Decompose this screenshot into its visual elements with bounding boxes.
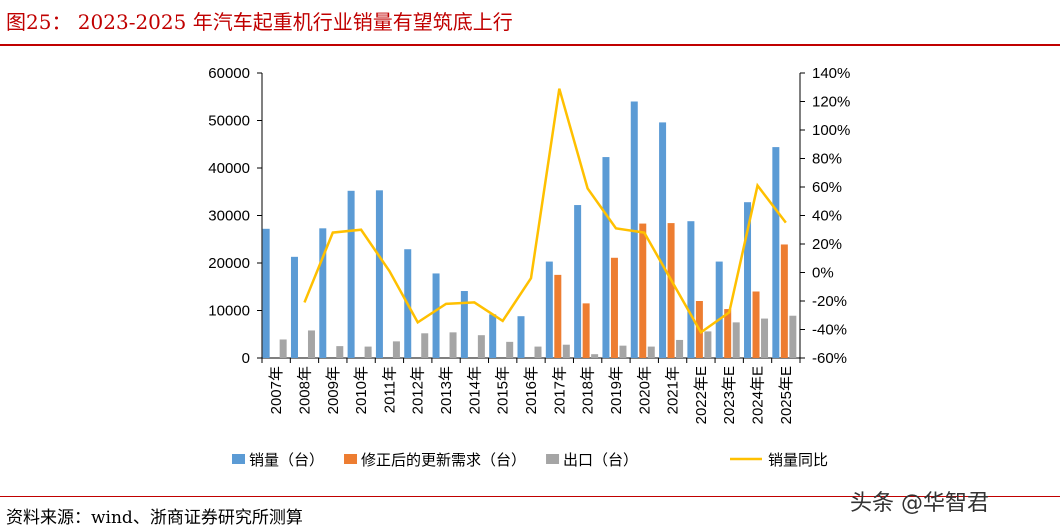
y-tick-label: 20000 xyxy=(208,255,250,272)
bar-sales xyxy=(659,122,667,359)
bar-renewal xyxy=(752,291,760,358)
y-tick-label: 60000 xyxy=(208,65,250,82)
bar-export xyxy=(307,330,315,358)
bar-export xyxy=(591,354,599,358)
y-tick-label: 10000 xyxy=(208,303,250,320)
bar-renewal xyxy=(639,223,647,358)
x-tick-label: 2021年 xyxy=(665,366,682,414)
y2-tick-label: 40% xyxy=(812,208,842,225)
legend-label: 出口（台） xyxy=(563,452,638,469)
watermark: 头条 @华智君 xyxy=(850,491,989,516)
y2-tick-label: 0% xyxy=(812,265,834,282)
x-tick-label: 2025年E xyxy=(778,366,795,424)
x-tick-label: 2018年 xyxy=(580,366,597,414)
bar-export xyxy=(732,322,740,358)
y2-tick-label: 60% xyxy=(812,179,842,196)
bar-export xyxy=(704,331,712,358)
bar-export xyxy=(336,346,344,358)
bar-export xyxy=(789,315,797,358)
bar-sales xyxy=(319,228,327,358)
x-tick-label: 2023年E xyxy=(721,366,738,424)
footer-rule xyxy=(0,496,1060,497)
bar-export xyxy=(761,318,769,358)
y-tick-label: 0 xyxy=(242,350,250,367)
bar-renewal xyxy=(667,223,675,358)
legend-swatch xyxy=(232,454,245,464)
x-tick-label: 2011年 xyxy=(381,366,398,413)
source-note: 资料来源：wind、浙商证券研究所测算 xyxy=(6,508,303,528)
bar-export xyxy=(562,344,570,358)
legend-swatch xyxy=(546,454,560,464)
bar-sales xyxy=(772,147,780,358)
bar-sales xyxy=(375,190,383,358)
y2-tick-label: -60% xyxy=(812,350,847,367)
line-yoy xyxy=(303,88,787,335)
bar-sales xyxy=(262,228,270,358)
bar-export xyxy=(534,346,542,358)
x-tick-label: 2009年 xyxy=(325,366,342,414)
bar-export xyxy=(619,345,627,358)
legend-label: 修正后的更新需求（台） xyxy=(361,452,526,469)
x-tick-label: 2020年 xyxy=(636,366,653,414)
bar-sales xyxy=(432,273,440,358)
bar-export xyxy=(364,346,372,358)
bar-sales xyxy=(489,314,497,358)
bar-sales xyxy=(545,261,553,358)
bar-export xyxy=(506,341,514,358)
bar-export xyxy=(449,332,457,358)
bar-sales xyxy=(574,205,582,358)
bar-sales xyxy=(744,202,752,358)
bar-export xyxy=(392,341,400,358)
y2-tick-label: -20% xyxy=(812,293,847,310)
bar-renewal xyxy=(780,244,788,358)
bar-sales xyxy=(687,221,695,358)
bar-sales xyxy=(602,157,610,358)
x-tick-label: 2019年 xyxy=(608,366,625,414)
title-rule xyxy=(0,44,1060,46)
bar-export xyxy=(477,335,485,358)
bar-sales xyxy=(715,261,723,358)
x-tick-label: 2008年 xyxy=(296,366,313,414)
x-tick-label: 2014年 xyxy=(466,366,483,414)
y2-tick-label: 80% xyxy=(812,151,842,168)
x-tick-label: 2022年E xyxy=(693,366,710,424)
y-tick-label: 50000 xyxy=(208,113,250,130)
y2-tick-label: -40% xyxy=(812,322,847,339)
x-tick-label: 2013年 xyxy=(438,366,455,414)
bar-renewal xyxy=(582,303,590,358)
y2-tick-label: 20% xyxy=(812,236,842,253)
x-tick-label: 2015年 xyxy=(495,366,512,414)
bar-renewal xyxy=(724,309,732,358)
bar-sales xyxy=(630,101,638,358)
bar-sales xyxy=(460,291,468,358)
y-tick-label: 40000 xyxy=(208,160,250,177)
bar-sales xyxy=(517,316,525,358)
y2-tick-label: 140% xyxy=(812,65,850,82)
x-tick-label: 2007年 xyxy=(268,366,285,414)
x-tick-label: 2012年 xyxy=(410,366,427,414)
bar-sales xyxy=(347,190,355,358)
x-tick-label: 2010年 xyxy=(353,366,370,414)
bar-renewal xyxy=(554,274,562,358)
bar-renewal xyxy=(610,257,618,358)
x-tick-label: 2017年 xyxy=(551,366,568,414)
x-tick-label: 2024年E xyxy=(750,366,767,424)
legend-label: 销量同比 xyxy=(768,452,828,469)
bar-export xyxy=(647,346,655,358)
bar-export xyxy=(676,339,684,358)
y2-tick-label: 120% xyxy=(812,94,850,111)
x-tick-label: 2016年 xyxy=(523,366,540,414)
legend-label: 销量（台） xyxy=(249,452,324,469)
figure-title: 图25： 2023-2025 年汽车起重机行业销量有望筑底上行 xyxy=(6,10,513,34)
y-tick-label: 30000 xyxy=(208,208,250,225)
y2-tick-label: 100% xyxy=(812,122,850,139)
bar-sales xyxy=(290,256,298,358)
bar-export xyxy=(421,333,429,358)
legend-swatch xyxy=(344,454,358,464)
bar-export xyxy=(279,339,287,358)
